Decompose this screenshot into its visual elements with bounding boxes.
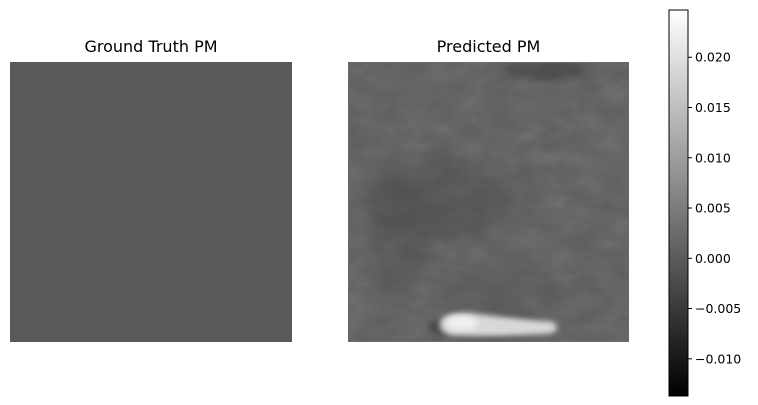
colorbar-tick-label: 0.000 (695, 251, 731, 266)
colorbar-tick-label: 0.015 (695, 100, 731, 115)
ground-truth-heatmap (10, 62, 292, 342)
predicted-title: Predicted PM (436, 37, 541, 56)
colorbar-tick-label: 0.010 (695, 150, 731, 165)
colorbar-tick-label: −0.010 (695, 351, 741, 366)
colorbar-tick-label: −0.005 (695, 301, 741, 316)
colorbar: −0.010 −0.005 0.000 0.005 0.010 0.015 0.020 (668, 9, 741, 397)
colorbar-tick-label: 0.005 (695, 201, 731, 216)
ground-truth-title: Ground Truth PM (84, 37, 218, 56)
colorbar-tick-label: 0.020 (695, 50, 731, 65)
colorbar-gradient (668, 9, 689, 397)
predicted-heatmap (348, 62, 629, 342)
